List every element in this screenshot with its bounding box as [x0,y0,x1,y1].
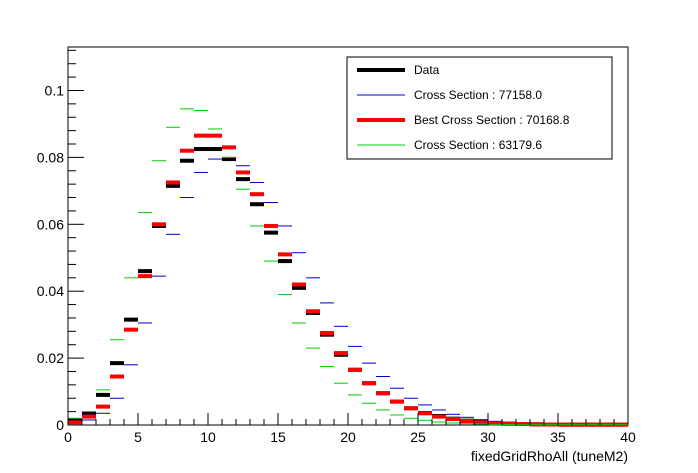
y-tick-label: 0.08 [37,149,64,165]
legend-box [346,56,613,160]
series-0 [68,147,628,427]
legend: Data Cross Section : 77158.0 Best Cross Se… [346,56,613,160]
x-tick-label: 35 [550,429,566,445]
x-tick-label: 25 [410,429,426,445]
legend-entries: Data Cross Section : 77158.0 Best Cross Se… [357,63,570,152]
legend-label-1: Cross Section : 77158.0 [414,88,542,102]
y-tick-label: 0.04 [37,283,64,299]
y-tick-label: 0.02 [37,350,64,366]
legend-label-3: Cross Section : 63179.6 [414,138,542,152]
y-tick-label: 0.1 [45,82,65,98]
series-layer [68,108,628,427]
x-tick-label: 0 [64,429,72,445]
x-tick-label: 10 [200,429,216,445]
x-tick-label: 40 [620,429,636,445]
x-tick-label: 5 [134,429,142,445]
y-tick-label: 0 [56,417,64,433]
series-1 [68,156,628,426]
series-2 [68,133,628,427]
axes-layer: 0 5 10 15 20 25 30 35 40 0 0.02 0.04 0.06 0.08 0.1 [37,49,636,445]
x-tick-label: 20 [340,429,356,445]
legend-label-2: Best Cross Section : 70168.8 [414,113,570,127]
x-tick-label: 15 [270,429,286,445]
x-tick-label: 30 [480,429,496,445]
legend-label-0: Data [414,63,440,77]
y-tick-label: 0.06 [37,216,64,232]
series-3 [68,108,628,426]
x-axis-label: fixedGridRhoAll (tuneM2) [471,448,628,464]
